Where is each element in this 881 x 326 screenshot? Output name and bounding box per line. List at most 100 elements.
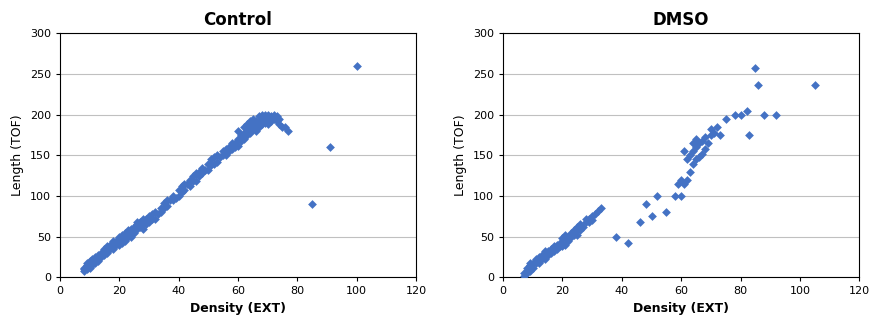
Point — [570, 232, 584, 238]
Point — [233, 132, 248, 138]
Point — [267, 112, 281, 117]
Point — [574, 228, 588, 233]
Point — [323, 145, 337, 150]
Point — [210, 153, 224, 158]
Point — [567, 232, 581, 238]
Point — [579, 216, 593, 221]
Point — [677, 149, 692, 154]
Point — [83, 259, 97, 264]
Point — [257, 112, 271, 117]
Point — [552, 241, 566, 246]
Point — [172, 187, 186, 192]
Point — [674, 193, 688, 199]
Point — [565, 230, 579, 235]
Point — [121, 234, 135, 239]
Point — [79, 260, 93, 265]
Point — [177, 187, 191, 192]
Point — [166, 198, 180, 203]
Point — [255, 116, 269, 121]
Point — [719, 116, 733, 121]
Point — [522, 265, 537, 270]
Point — [570, 228, 584, 233]
Point — [544, 246, 558, 251]
Point — [219, 153, 233, 158]
Point — [88, 254, 102, 259]
Point — [237, 130, 251, 135]
Point — [769, 112, 783, 117]
Point — [115, 232, 130, 238]
Point — [112, 238, 126, 243]
Point — [118, 238, 132, 243]
Point — [272, 122, 286, 127]
Point — [689, 137, 703, 142]
Point — [92, 254, 106, 259]
Point — [585, 214, 599, 219]
Point — [567, 228, 581, 233]
Point — [544, 250, 558, 256]
Point — [713, 132, 727, 138]
Point — [677, 181, 692, 186]
Point — [550, 242, 564, 247]
Point — [686, 161, 700, 166]
Point — [728, 112, 742, 117]
Point — [219, 146, 233, 152]
Point — [252, 120, 266, 126]
Point — [183, 177, 197, 182]
Point — [207, 155, 221, 160]
Point — [561, 234, 575, 239]
Point — [589, 211, 603, 216]
Point — [639, 201, 653, 207]
Point — [248, 119, 263, 124]
Point — [246, 122, 260, 127]
Point — [97, 249, 111, 254]
Point — [240, 122, 254, 127]
Point — [144, 211, 159, 216]
Point — [153, 210, 167, 215]
Point — [237, 137, 251, 142]
Point — [526, 265, 540, 270]
Point — [97, 246, 111, 251]
Point — [130, 219, 144, 225]
Point — [196, 165, 210, 170]
Point — [680, 157, 694, 162]
Point — [121, 228, 135, 233]
Point — [216, 149, 230, 154]
Point — [233, 138, 248, 143]
Point — [115, 236, 130, 241]
Point — [526, 260, 540, 265]
Point — [701, 141, 715, 146]
Point — [130, 222, 144, 227]
X-axis label: Density (EXT): Density (EXT) — [190, 302, 286, 315]
Point — [222, 149, 236, 154]
Point — [531, 260, 545, 265]
Point — [192, 173, 206, 178]
Point — [621, 241, 635, 246]
Point — [136, 222, 150, 227]
Point — [124, 234, 138, 239]
Point — [107, 241, 121, 246]
Point — [210, 159, 224, 165]
Point — [172, 193, 186, 199]
Point — [522, 260, 537, 265]
Point — [270, 114, 284, 119]
Point — [692, 155, 706, 160]
Point — [151, 211, 165, 216]
Point — [689, 157, 703, 162]
Point — [565, 234, 579, 239]
Point — [695, 138, 709, 143]
Point — [83, 262, 97, 268]
Point — [187, 179, 201, 184]
Point — [555, 236, 569, 241]
Point — [680, 177, 694, 182]
Point — [263, 114, 278, 119]
Point — [552, 244, 566, 249]
Point — [546, 249, 560, 254]
Point — [133, 219, 147, 225]
Point — [537, 252, 552, 257]
Point — [633, 219, 647, 225]
Point — [535, 257, 549, 262]
Point — [88, 260, 102, 265]
Point — [671, 181, 685, 186]
Point — [650, 193, 664, 199]
Point — [124, 226, 138, 231]
